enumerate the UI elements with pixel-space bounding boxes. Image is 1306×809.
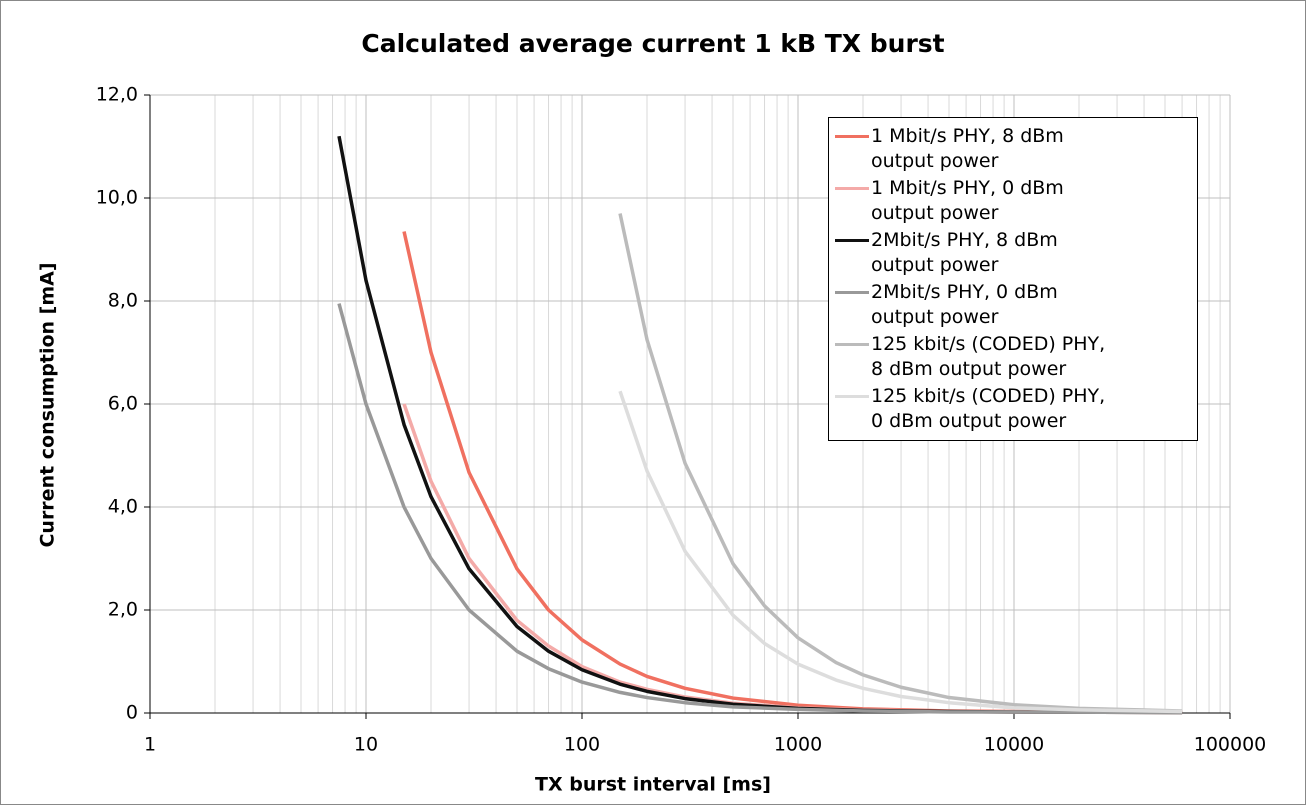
y-axis-label: Current consumption [mA] [37,262,59,547]
legend-label: 125 kbit/s (CODED) PHY, 8 dBm output pow… [871,333,1106,380]
chart-title: Calculated average current 1 kB TX burst [361,29,944,58]
plot [337,135,1183,715]
y-tick-label: 8,0 [108,290,138,312]
x-axis-label: TX burst interval [ms] [535,774,771,796]
x-tick-label: 10000 [984,734,1044,756]
y-tick-label: 2,0 [108,599,138,621]
legend-entry: 2Mbit/s PHY, 0 dBm output power [829,280,1197,330]
y-tick-label: 6,0 [108,393,138,415]
legend-swatch [835,239,869,242]
y-tick-label: 0 [126,702,138,724]
x-tick-label: 1000 [774,734,822,756]
series-line [618,213,1183,713]
legend-swatch [835,343,869,346]
legend-entry: 125 kbit/s (CODED) PHY, 0 dBm output pow… [829,384,1197,434]
legend-label: 2Mbit/s PHY, 8 dBm output power [871,229,1058,276]
x-tick-label: 100000 [1194,734,1267,756]
legend-label: 1 Mbit/s PHY, 0 dBm output power [871,177,1064,224]
legend: 1 Mbit/s PHY, 8 dBm output power 1 Mbit/s… [828,117,1198,441]
series-line [337,303,1183,715]
y-tick-label: 12,0 [96,84,138,106]
legend-entry: 1 Mbit/s PHY, 8 dBm output power [829,124,1197,174]
legend-entry: 1 Mbit/s PHY, 0 dBm output power [829,176,1197,226]
legend-swatch [835,291,869,294]
y-tick-label: 10,0 [96,187,138,209]
x-tick-label: 1 [144,734,156,756]
legend-label: 2Mbit/s PHY, 0 dBm output power [871,281,1058,328]
legend-label: 125 kbit/s (CODED) PHY, 0 dBm output pow… [871,385,1106,432]
legend-swatch [835,135,869,138]
x-tick-label: 10 [354,734,378,756]
legend-swatch [835,187,869,190]
series-line [618,390,1183,714]
y-tick-label: 4,0 [108,496,138,518]
legend-entry: 2Mbit/s PHY, 8 dBm output power [829,228,1197,278]
legend-label: 1 Mbit/s PHY, 8 dBm output power [871,125,1064,172]
x-tick-label: 100 [564,734,600,756]
legend-swatch [835,395,869,398]
legend-entry: 125 kbit/s (CODED) PHY, 8 dBm output pow… [829,332,1197,382]
